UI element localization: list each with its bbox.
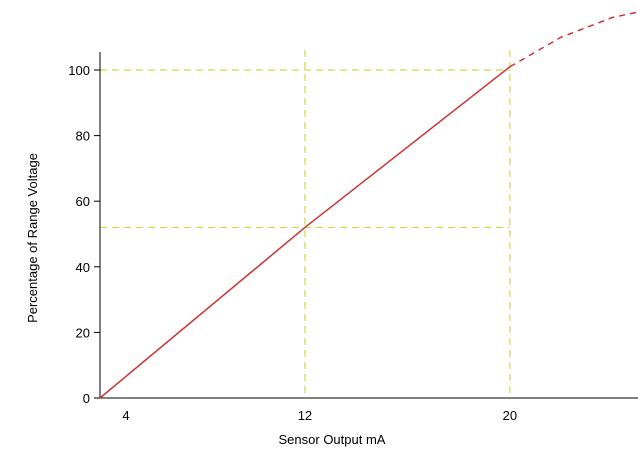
x-tick-label: 4 [122,408,129,423]
reference-lines [100,50,511,398]
x-tick-label: 12 [298,408,312,423]
y-tick-label: 20 [76,325,90,340]
y-axis-title: Percentage of Range Voltage [25,153,40,323]
x-axis-title: Sensor Output mA [279,432,386,447]
series [99,11,638,399]
series-line-solid [99,66,511,399]
y-tick-label: 100 [68,63,90,78]
series-line-dashed [509,11,638,68]
y-tick-label: 40 [76,260,90,275]
y-tick-label: 80 [76,129,90,144]
y-tick-label: 0 [83,391,90,406]
axes [99,52,638,399]
ticks: 0 20 40 60 80 100 4 12 20 [68,63,517,423]
x-tick-label: 20 [503,408,517,423]
y-tick-label: 60 [76,194,90,209]
